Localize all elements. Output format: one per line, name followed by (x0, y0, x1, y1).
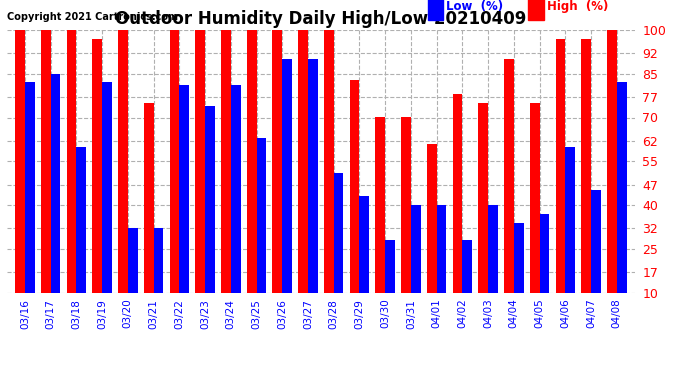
Bar (350, 80, 359, 292)
Bar (15, 21, 25, 292)
Bar (298, 1, 308, 292)
Bar (154, 228, 164, 292)
Bar (565, 147, 575, 292)
Bar (221, 21, 230, 292)
Text: High  (%): High (%) (547, 0, 609, 13)
Bar (50, 74, 61, 292)
Bar (77, 147, 86, 292)
Bar (205, 106, 215, 292)
Bar (581, 39, 591, 292)
Bar (504, 59, 514, 292)
Bar (247, 30, 257, 292)
Bar (359, 196, 369, 292)
Bar (514, 222, 524, 292)
Bar (555, 39, 565, 292)
Bar (428, 0, 443, 20)
Bar (118, 21, 128, 292)
Bar (102, 82, 112, 292)
Bar (607, 1, 617, 292)
Bar (334, 173, 344, 292)
Bar (411, 205, 421, 292)
Bar (257, 138, 266, 292)
Bar (385, 240, 395, 292)
Bar (453, 94, 462, 292)
Bar (478, 103, 488, 292)
Bar (195, 21, 205, 292)
Bar (427, 144, 437, 292)
Bar (128, 228, 137, 292)
Bar (308, 59, 318, 292)
Bar (462, 240, 472, 292)
Bar (25, 82, 34, 292)
Bar (92, 39, 102, 292)
Bar (488, 205, 498, 292)
Bar (230, 86, 241, 292)
Bar (530, 103, 540, 292)
Bar (528, 0, 544, 20)
Bar (282, 59, 292, 292)
Bar (591, 190, 601, 292)
Bar (179, 86, 189, 292)
Bar (67, 21, 77, 292)
Bar (41, 21, 50, 292)
Bar (437, 205, 446, 292)
Bar (324, 21, 334, 292)
Bar (144, 103, 154, 292)
Bar (401, 117, 411, 292)
Title: Outdoor Humidity Daily High/Low 20210409: Outdoor Humidity Daily High/Low 20210409 (115, 10, 526, 28)
Bar (617, 82, 627, 292)
Text: Copyright 2021 Cartronics.com: Copyright 2021 Cartronics.com (7, 12, 178, 22)
Bar (540, 214, 549, 292)
Bar (375, 117, 385, 292)
Bar (273, 21, 282, 292)
Bar (170, 21, 179, 292)
Text: Low  (%): Low (%) (446, 0, 504, 13)
